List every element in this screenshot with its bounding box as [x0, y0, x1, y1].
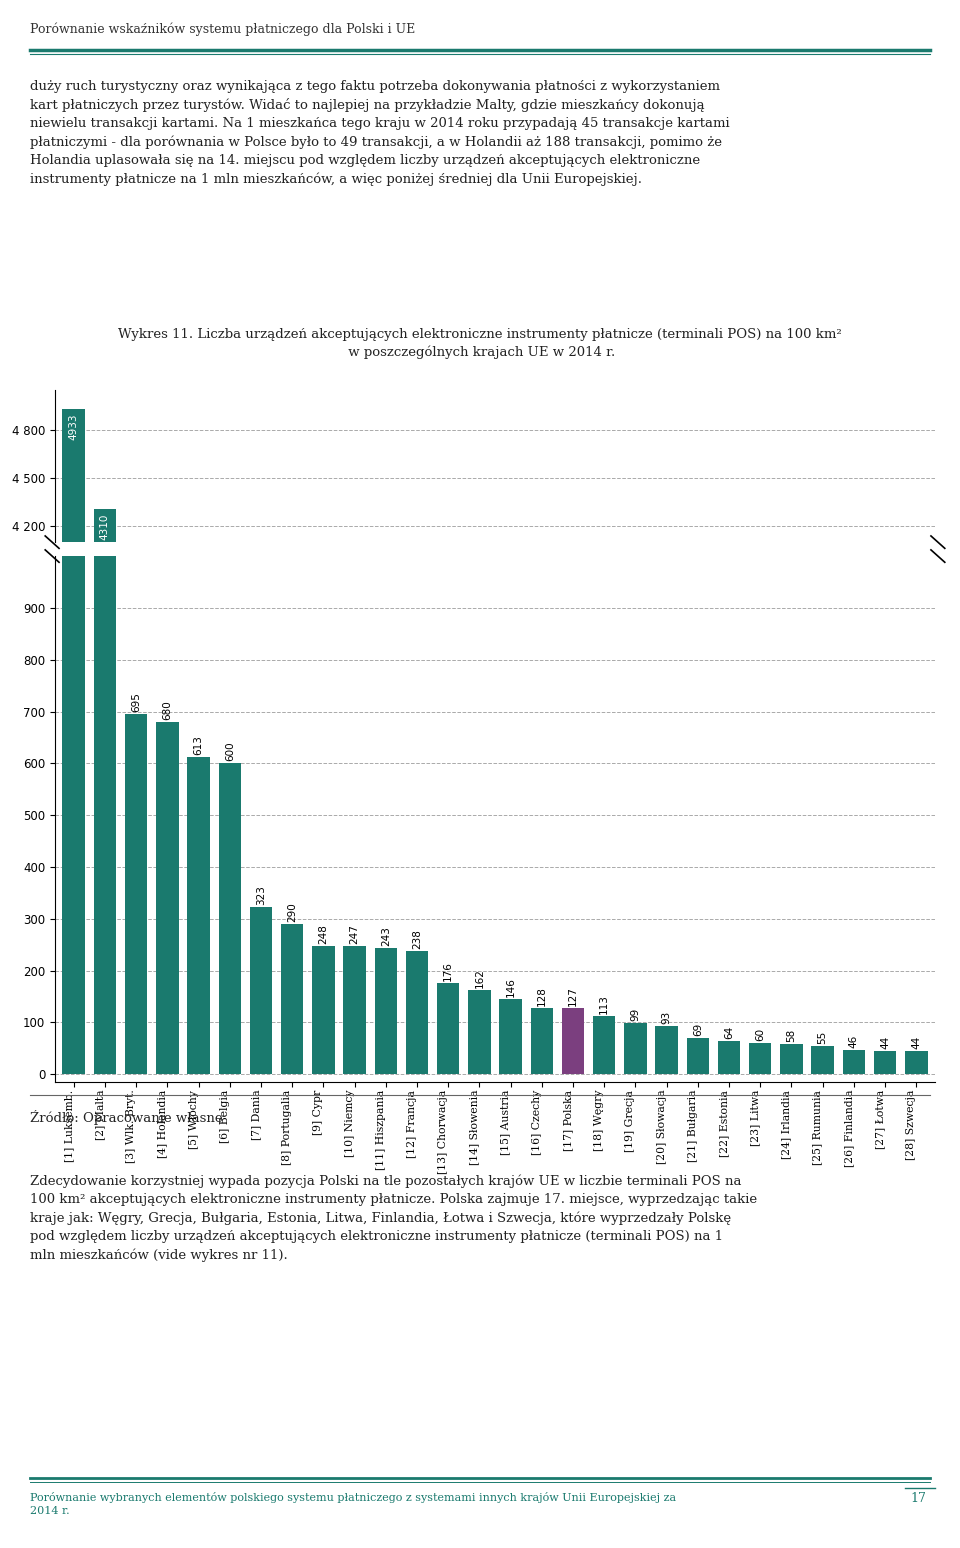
- Text: 44: 44: [880, 1036, 890, 1050]
- Text: 162: 162: [474, 969, 485, 988]
- Bar: [437, 983, 460, 1074]
- Bar: [905, 1051, 927, 1074]
- Bar: [219, 1104, 241, 1200]
- Text: 58: 58: [786, 1029, 797, 1042]
- Bar: [531, 1008, 553, 1074]
- Text: Porównanie wybranych elementów polskiego systemu płatniczego z systemami innych : Porównanie wybranych elementów polskiego…: [30, 1492, 676, 1515]
- Bar: [344, 1159, 366, 1200]
- Bar: [281, 1153, 303, 1200]
- Text: 290: 290: [287, 902, 298, 923]
- Bar: [125, 714, 148, 1074]
- Text: 680: 680: [162, 700, 173, 720]
- Bar: [62, 0, 84, 1074]
- Text: 613: 613: [194, 735, 204, 754]
- Bar: [686, 1039, 709, 1074]
- Bar: [437, 1172, 460, 1200]
- Text: 4310: 4310: [100, 514, 110, 540]
- Text: duży ruch turystyczny oraz wynikająca z tego faktu potrzeba dokonywania płatnośc: duży ruch turystyczny oraz wynikająca z …: [30, 80, 730, 186]
- Bar: [905, 1192, 927, 1200]
- Bar: [499, 998, 522, 1074]
- Bar: [624, 1183, 647, 1200]
- Bar: [281, 924, 303, 1074]
- Bar: [62, 409, 84, 1200]
- Bar: [843, 1051, 865, 1074]
- Bar: [531, 1178, 553, 1200]
- Bar: [593, 1181, 615, 1200]
- Bar: [312, 1159, 335, 1200]
- Bar: [312, 946, 335, 1074]
- Bar: [406, 950, 428, 1074]
- Bar: [656, 1026, 678, 1074]
- Bar: [344, 946, 366, 1074]
- Bar: [187, 1101, 210, 1200]
- Bar: [187, 757, 210, 1074]
- Bar: [468, 991, 491, 1074]
- Bar: [843, 1192, 865, 1200]
- Text: 17: 17: [910, 1492, 925, 1505]
- Bar: [811, 1046, 834, 1074]
- Bar: [686, 1189, 709, 1200]
- Bar: [156, 721, 179, 1074]
- Bar: [718, 1042, 740, 1074]
- Text: Porównanie wskaźników systemu płatniczego dla Polski i UE: Porównanie wskaźników systemu płatniczeg…: [30, 22, 416, 36]
- Bar: [624, 1023, 647, 1074]
- Text: Zdecydowanie korzystniej wypada pozycja Polski na tle pozostałych krajów UE w li: Zdecydowanie korzystniej wypada pozycja …: [30, 1175, 757, 1262]
- Text: 55: 55: [818, 1031, 828, 1043]
- Bar: [874, 1192, 897, 1200]
- Text: 243: 243: [381, 926, 391, 946]
- Text: 247: 247: [349, 924, 360, 944]
- Text: 93: 93: [661, 1011, 672, 1023]
- Bar: [406, 1161, 428, 1200]
- Bar: [374, 949, 397, 1074]
- Bar: [156, 1090, 179, 1200]
- Text: 695: 695: [132, 692, 141, 712]
- Text: 64: 64: [724, 1026, 734, 1039]
- Bar: [250, 1147, 273, 1200]
- Bar: [499, 1176, 522, 1200]
- Text: 146: 146: [506, 977, 516, 997]
- Text: 44: 44: [911, 1036, 922, 1050]
- Bar: [468, 1173, 491, 1200]
- Bar: [749, 1190, 772, 1200]
- Bar: [749, 1043, 772, 1074]
- Text: 176: 176: [444, 961, 453, 981]
- Bar: [562, 1180, 585, 1200]
- Text: 128: 128: [537, 986, 547, 1006]
- Bar: [374, 1161, 397, 1200]
- Bar: [780, 1045, 803, 1074]
- Bar: [94, 509, 116, 1200]
- Text: 46: 46: [849, 1036, 859, 1048]
- Bar: [811, 1190, 834, 1200]
- Text: 113: 113: [599, 994, 610, 1014]
- Bar: [874, 1051, 897, 1074]
- Bar: [219, 763, 241, 1074]
- Bar: [718, 1189, 740, 1200]
- Text: 323: 323: [256, 885, 266, 904]
- Text: 127: 127: [568, 986, 578, 1006]
- Bar: [780, 1190, 803, 1200]
- Text: 238: 238: [412, 929, 422, 949]
- Bar: [250, 907, 273, 1074]
- Text: 60: 60: [756, 1028, 765, 1042]
- Text: 248: 248: [319, 924, 328, 944]
- Text: 99: 99: [631, 1008, 640, 1020]
- Bar: [94, 0, 116, 1074]
- Text: 600: 600: [225, 741, 235, 762]
- Bar: [562, 1008, 585, 1074]
- Text: Wykres 11. Liczba urządzeń akceptujących elektroniczne instrumenty płatnicze (te: Wykres 11. Liczba urządzeń akceptujących…: [118, 328, 842, 359]
- Text: 4933: 4933: [69, 413, 79, 440]
- Text: Źródło: Opracowanie własne: Źródło: Opracowanie własne: [30, 1110, 223, 1125]
- Bar: [656, 1184, 678, 1200]
- Bar: [593, 1015, 615, 1074]
- Bar: [125, 1088, 148, 1200]
- Text: 69: 69: [693, 1023, 703, 1037]
